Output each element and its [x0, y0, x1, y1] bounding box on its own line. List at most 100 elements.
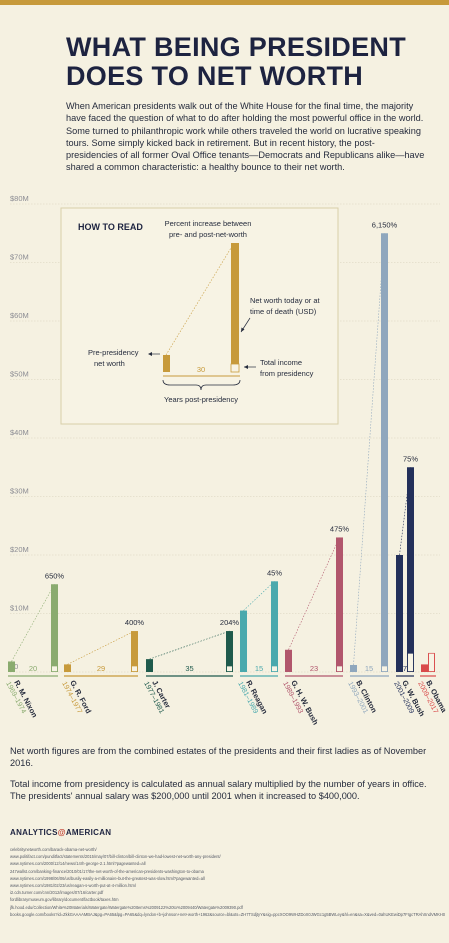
- percent-label: 650%: [45, 571, 65, 580]
- net-worth-label-line1: Net worth today or at: [250, 296, 321, 305]
- percent-increase-label-line1: Percent increase between: [165, 219, 252, 228]
- net-worth-label-line2: time of death (USD): [250, 307, 317, 316]
- pre-presidency-label-line1: Pre-presidency: [88, 348, 139, 357]
- post-presidency-bar: [381, 233, 388, 672]
- growth-dashed-link: [67, 630, 135, 665]
- notes-section: Net worth figures are from the combined …: [10, 745, 440, 810]
- net-worth-chart: $0$10M$20M$30M$40M$50M$60M$70M$80M HOW T…: [4, 194, 449, 727]
- pre-presidency-bar: [240, 610, 247, 672]
- y-tick-label: $40M: [10, 428, 29, 437]
- years-post-label: 15: [255, 664, 263, 673]
- how-to-read-title: HOW TO READ: [78, 222, 143, 232]
- source-line[interactable]: i2.cdn.turner.com/cnn/2012/images/07/16/…: [10, 890, 104, 896]
- source-line[interactable]: www.nytimes.com/1998/06/06/us/busily-eas…: [10, 875, 205, 881]
- sources-list: celebritynetworth.com/barack-obama-net-w…: [10, 846, 445, 918]
- income-label-line1: Total income: [260, 358, 302, 367]
- page-title: WHAT BEING PRESIDENT DOES TO NET WORTH: [66, 32, 407, 91]
- top-accent-bar: [0, 0, 449, 5]
- percent-increase-label-line2: pre- and post-net-worth: [169, 230, 247, 239]
- percent-label: 45%: [267, 568, 282, 577]
- percent-label: 475%: [330, 524, 350, 533]
- years-post-label: 20: [29, 664, 37, 673]
- presidency-income-box: [131, 665, 138, 672]
- note-income: Total income from presidency is calculat…: [10, 778, 427, 801]
- post-presidency-bar: [51, 584, 58, 672]
- years-post-label: 7: [403, 664, 407, 673]
- y-tick-label: $10M: [10, 604, 29, 613]
- pre-presidency-arrowhead: [148, 352, 152, 356]
- logo-at: @: [57, 828, 66, 837]
- years-post-presidency-label: Years post-presidency: [164, 395, 238, 404]
- years-brace: [162, 379, 241, 391]
- income-label-line2: from presidency: [260, 369, 314, 378]
- chart-grid: $0$10M$20M$30M$40M$50M$60M$70M$80M: [10, 194, 440, 673]
- growth-dashed-link: [288, 537, 340, 650]
- post-presidency-bar: [271, 581, 278, 672]
- presidency-income-box: [428, 652, 435, 672]
- example-post-bar: [231, 243, 239, 372]
- example-pre-bar: [163, 355, 170, 372]
- logo-right: AMERICAN: [65, 828, 112, 837]
- note-net-worth: Net worth figures are from the combined …: [10, 746, 427, 769]
- percent-label: 6,150%: [372, 220, 398, 229]
- y-tick-label: $70M: [10, 253, 29, 262]
- net-worth-arrowhead: [241, 327, 245, 332]
- pre-presidency-bar: [146, 659, 153, 672]
- pre-presidency-bar: [350, 664, 357, 672]
- source-line[interactable]: www.politifact.com/punditfact/statements…: [10, 854, 221, 860]
- presidency-income-box: [51, 665, 58, 672]
- y-tick-label: $60M: [10, 311, 29, 320]
- pre-presidency-bar: [8, 661, 15, 672]
- post-presidency-bar: [131, 631, 138, 672]
- source-line[interactable]: jfk.hood.edu/Collection/White%20Material…: [10, 904, 243, 910]
- presidency-income-box: [407, 652, 414, 672]
- y-tick-label: $80M: [10, 194, 29, 203]
- analytics-american-logo: ANALYTICS@AMERICAN: [10, 828, 111, 837]
- how-to-read-box: HOW TO READ 30 Years post-presidency Per…: [60, 207, 339, 425]
- y-tick-label: $30M: [10, 487, 29, 496]
- pre-presidency-bar: [285, 649, 292, 672]
- example-income-box: [230, 363, 240, 373]
- post-presidency-bar: [336, 537, 343, 672]
- pre-presidency-bar: [421, 664, 428, 672]
- source-line[interactable]: www.nytimes.com/2000/12/14/news/14rh-geo…: [10, 861, 146, 867]
- logo-left: ANALYTICS: [10, 828, 58, 837]
- y-tick-label: $20M: [10, 545, 29, 554]
- years-post-label: 15: [365, 664, 373, 673]
- example-years-value: 30: [197, 365, 205, 374]
- income-arrowhead: [244, 365, 248, 369]
- years-post-label: 29: [97, 664, 105, 673]
- intro-paragraph: When American presidents walk out of the…: [66, 101, 425, 173]
- percent-label: 400%: [125, 618, 145, 627]
- years-post-label: 23: [310, 664, 318, 673]
- pre-presidency-bar: [64, 664, 71, 672]
- post-presidency-bar: [407, 467, 414, 672]
- source-line[interactable]: 247wallst.com/banking-finance/2010/01/17…: [10, 868, 204, 874]
- source-line[interactable]: www.nytimes.com/1981/02/23/us/reagan-s-w…: [10, 883, 136, 889]
- post-presidency-bar: [226, 631, 233, 672]
- presidency-income-box: [381, 665, 388, 672]
- growth-dashed-link: [149, 630, 230, 660]
- years-post-label: 35: [185, 664, 193, 673]
- example-dashed-link: [165, 242, 235, 356]
- presidency-income-box: [271, 665, 278, 672]
- presidency-income-box: [336, 665, 343, 672]
- y-tick-label: $50M: [10, 370, 29, 379]
- source-line[interactable]: celebritynetworth.com/barack-obama-net-w…: [10, 847, 97, 852]
- source-line[interactable]: books.google.com/books?id=ZkkGAAAAMBAJ&p…: [10, 911, 445, 917]
- source-line[interactable]: fordlibrarymuseum.gov/library/document/f…: [10, 897, 119, 903]
- percent-label: 75%: [403, 454, 418, 463]
- presidency-income-box: [226, 665, 233, 672]
- growth-dashed-link: [353, 233, 385, 666]
- growth-dashed-link: [243, 581, 275, 611]
- growth-dashed-link: [11, 584, 55, 662]
- percent-label: 204%: [220, 618, 240, 627]
- pre-presidency-bar: [396, 555, 403, 672]
